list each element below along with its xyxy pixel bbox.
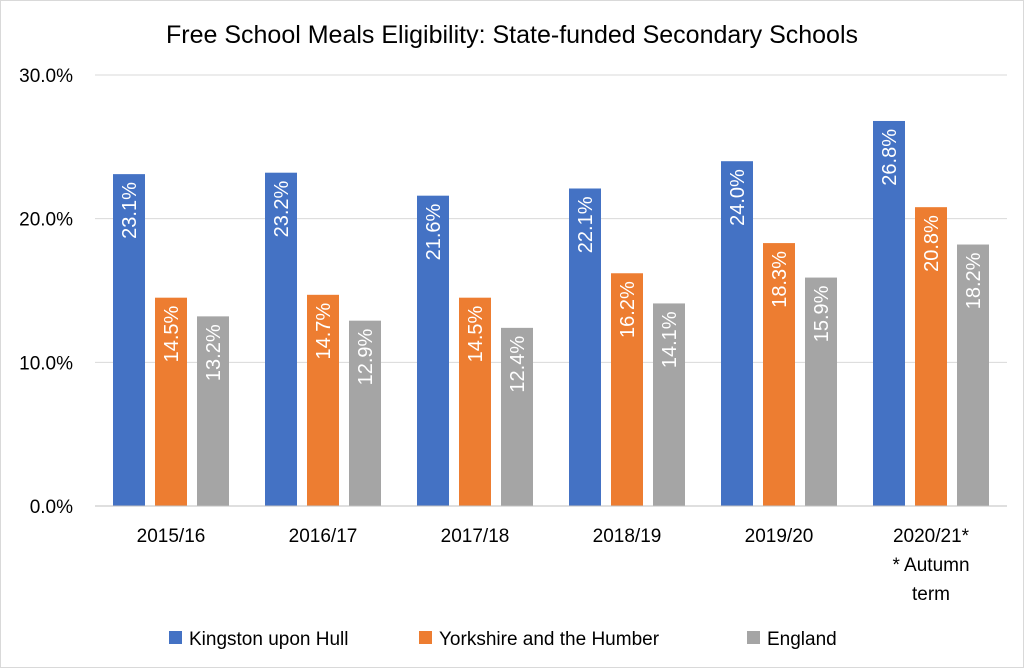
y-tick-label: 0.0% — [30, 497, 73, 518]
bar — [915, 207, 947, 506]
data-label: 18.3% — [769, 251, 791, 308]
data-label: 12.9% — [355, 328, 377, 385]
bar — [805, 277, 837, 506]
data-label: 16.2% — [617, 281, 639, 338]
bar — [113, 174, 145, 506]
data-label: 18.2% — [963, 252, 985, 309]
data-label: 12.4% — [507, 336, 529, 393]
x-tick-label: 2015/16 — [137, 526, 206, 547]
data-label: 26.8% — [879, 129, 901, 186]
bar — [417, 195, 449, 506]
data-label: 13.2% — [203, 324, 225, 381]
bar — [721, 161, 753, 506]
data-label: 14.7% — [313, 303, 335, 360]
x-tick-label: 2019/20 — [745, 526, 814, 547]
data-label: 24.0% — [727, 169, 749, 226]
bar — [873, 120, 905, 507]
legend-item: England — [747, 629, 837, 650]
data-labels: 23.1% 14.5% 13.2% 23.2% 14.7% 12.9% 21.6% 14.5%… — [119, 129, 985, 393]
x-axis: 2015/16 2016/17 2017/18 2018/19 2019/20 2020/… — [137, 526, 970, 605]
bar — [611, 273, 643, 506]
y-tick-label: 30.0% — [19, 66, 73, 87]
x-tick-label: 2016/17 — [289, 526, 358, 547]
x-tick-label: 2017/18 — [441, 526, 510, 547]
bar — [569, 188, 601, 506]
data-label: 15.9% — [811, 285, 833, 342]
bar — [307, 294, 339, 506]
legend-item: Kingston upon Hull — [169, 629, 349, 650]
bar — [155, 297, 187, 506]
bar — [349, 320, 381, 506]
legend-label: Kingston upon Hull — [189, 629, 349, 650]
bar — [763, 243, 795, 506]
bar — [653, 303, 685, 506]
bar — [197, 316, 229, 506]
bars — [113, 120, 989, 507]
legend-label: England — [767, 629, 837, 650]
legend: Kingston upon Hull Yorkshire and the Humb… — [169, 629, 837, 650]
legend-swatch — [419, 631, 432, 644]
y-tick-label: 20.0% — [19, 210, 73, 231]
data-label: 20.8% — [921, 215, 943, 272]
y-axis: 0.0% 10.0% 20.0% 30.0% — [19, 66, 1007, 518]
data-label: 23.2% — [271, 180, 293, 237]
bar — [265, 172, 297, 506]
legend-swatch — [169, 631, 182, 644]
data-label: 14.1% — [659, 311, 681, 368]
legend-swatch — [747, 631, 760, 644]
legend-label: Yorkshire and the Humber — [439, 629, 660, 650]
bar — [501, 327, 533, 506]
bar — [957, 244, 989, 506]
y-tick-label: 10.0% — [19, 353, 73, 374]
data-label: 14.5% — [161, 305, 183, 362]
x-tick-label: 2018/19 — [593, 526, 662, 547]
legend-item: Yorkshire and the Humber — [419, 629, 660, 650]
bar — [459, 297, 491, 506]
data-label: 23.1% — [119, 182, 141, 239]
data-label: 14.5% — [465, 305, 487, 362]
data-label: 22.1% — [575, 196, 597, 253]
data-label: 21.6% — [423, 203, 445, 260]
gridlines — [95, 74, 1007, 363]
x-tick-label: 2020/21* * Autumn term — [892, 526, 969, 605]
chart-title: Free School Meals Eligibility: State-fun… — [166, 21, 858, 49]
